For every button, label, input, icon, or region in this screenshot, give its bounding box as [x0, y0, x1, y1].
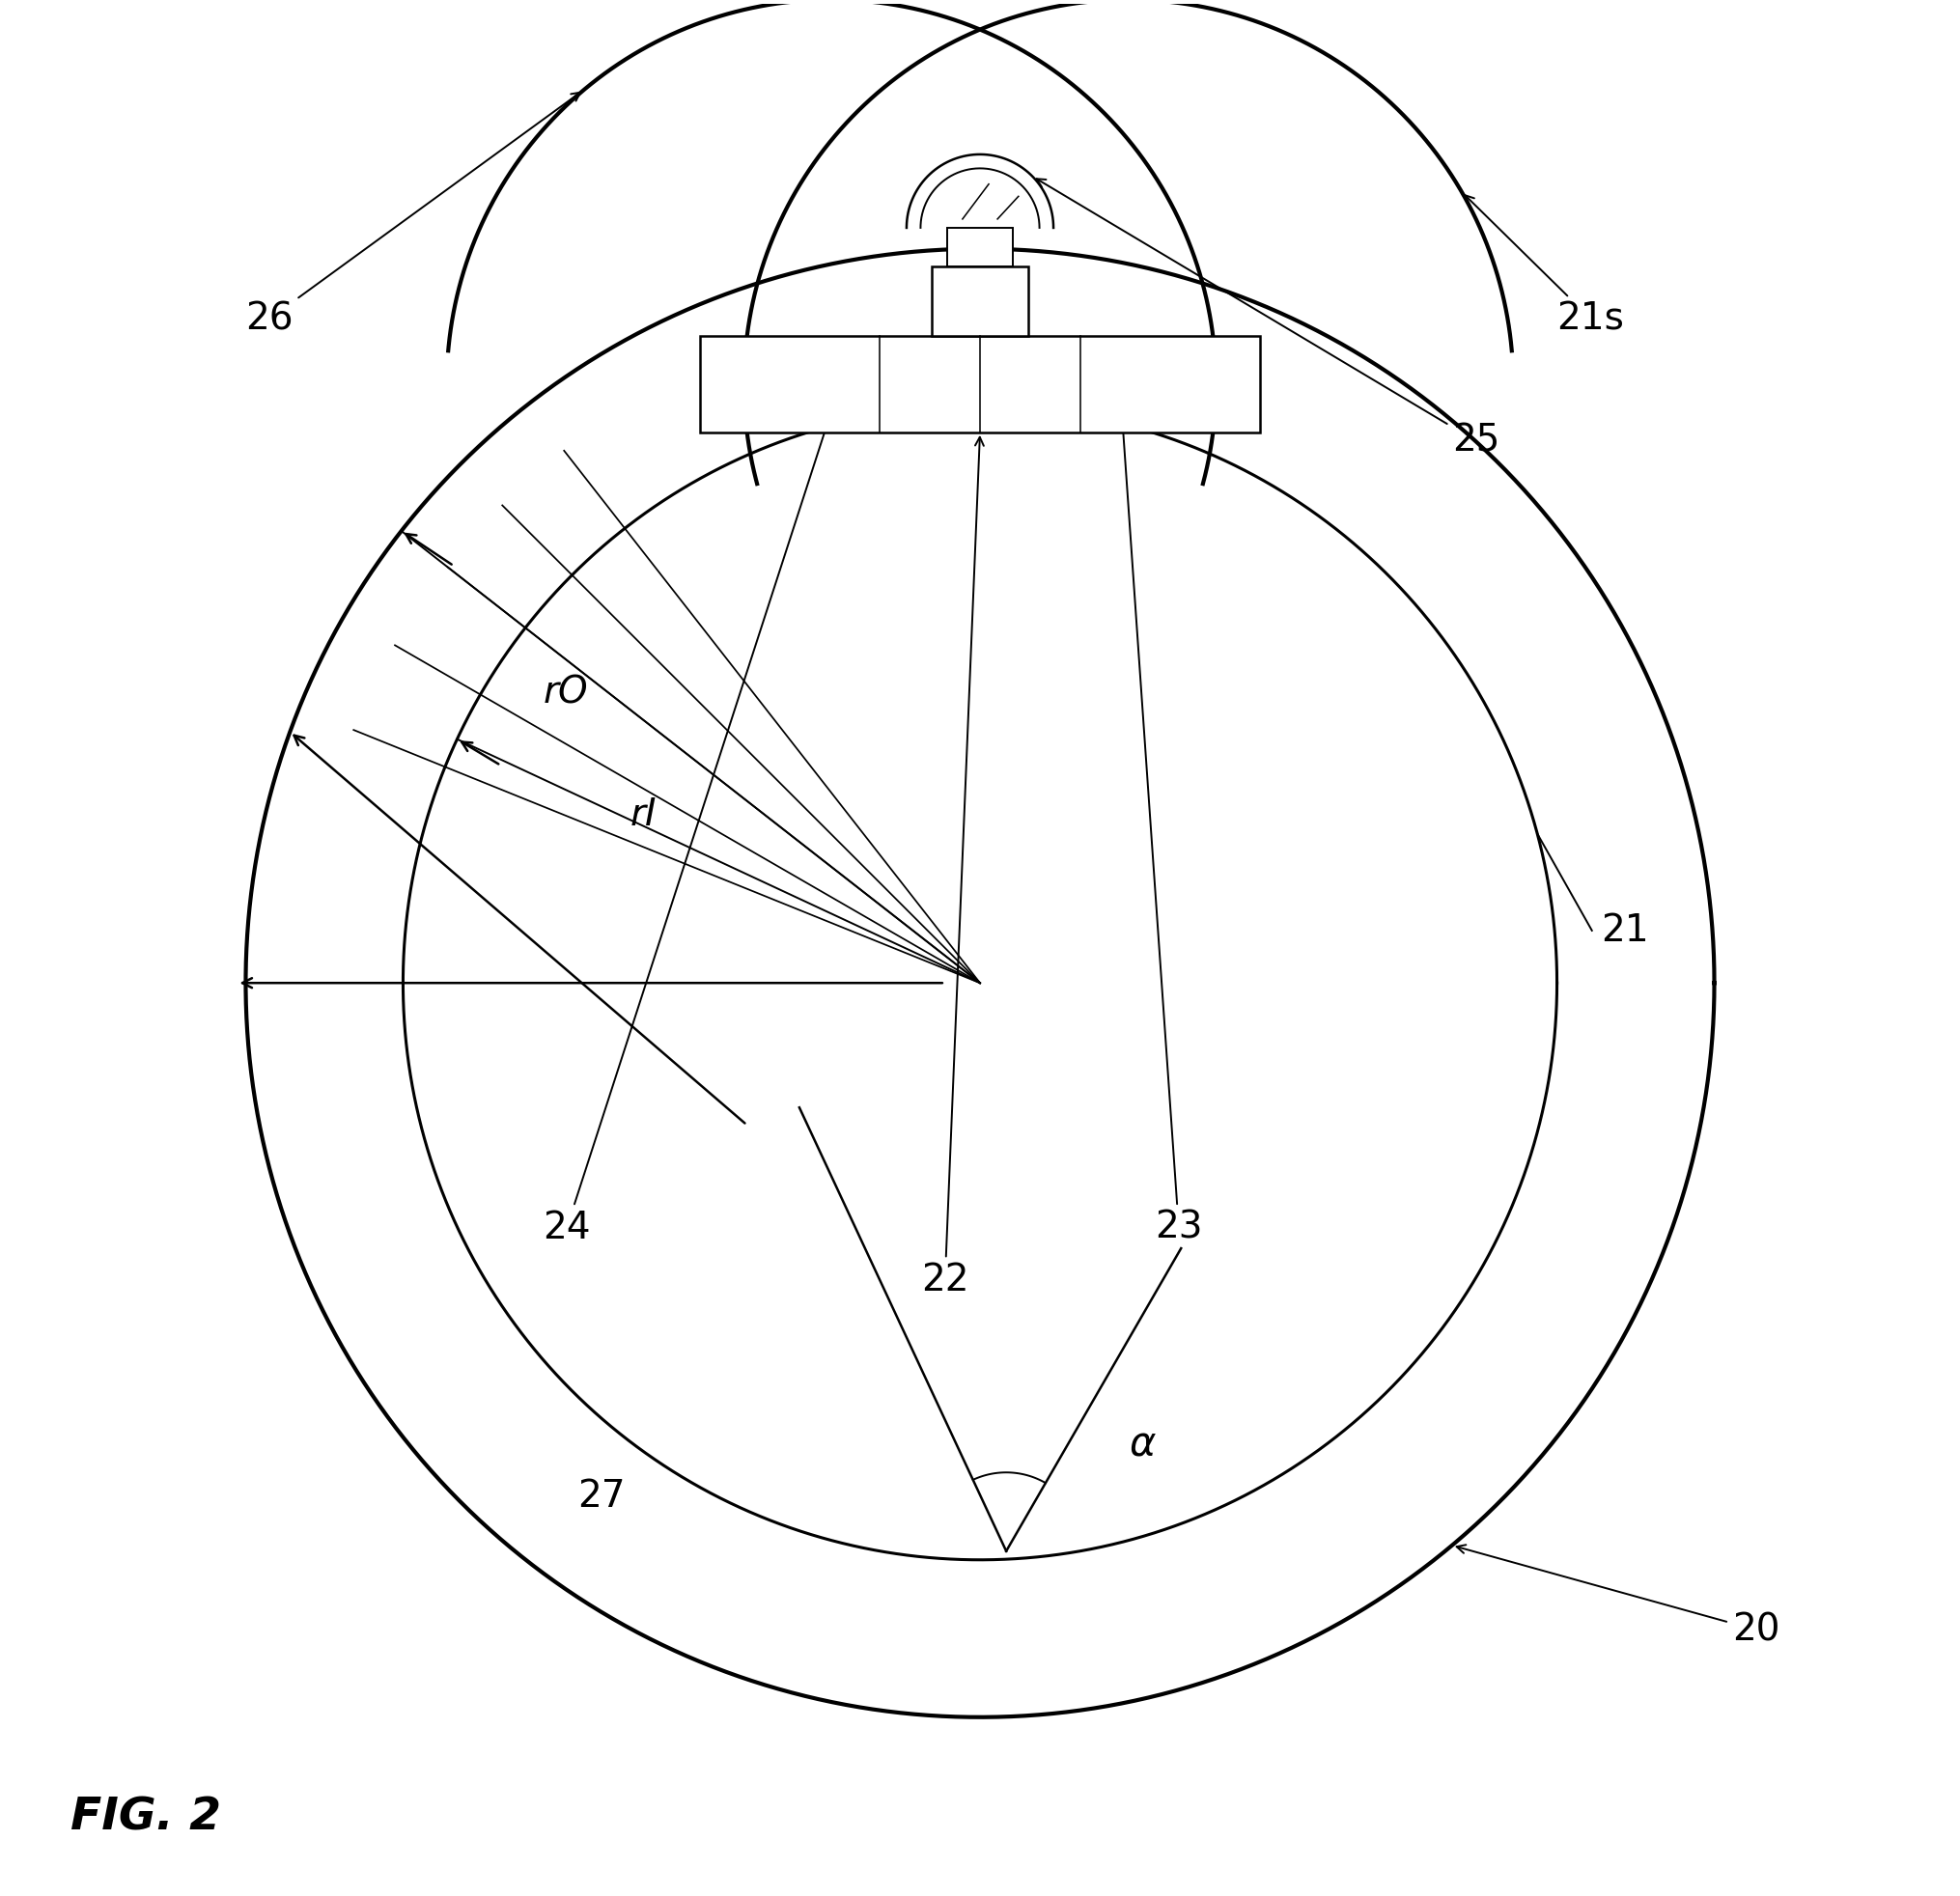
- Text: rO: rO: [543, 675, 588, 711]
- Text: 23: 23: [1117, 389, 1203, 1246]
- Bar: [947, 228, 1013, 265]
- Text: rI: rI: [631, 796, 657, 834]
- Text: 26: 26: [245, 93, 580, 337]
- Text: 20: 20: [1456, 1545, 1780, 1648]
- Text: 22: 22: [921, 438, 984, 1299]
- Text: $\alpha$: $\alpha$: [1129, 1424, 1156, 1464]
- Text: 25: 25: [1037, 178, 1499, 459]
- Bar: [700, 336, 1260, 432]
- Bar: [931, 265, 1029, 336]
- Text: 21s: 21s: [1466, 195, 1625, 337]
- Text: 21: 21: [1601, 912, 1648, 948]
- Text: 27: 27: [578, 1479, 625, 1515]
- Text: 24: 24: [543, 389, 841, 1246]
- Text: FIG. 2: FIG. 2: [71, 1796, 221, 1839]
